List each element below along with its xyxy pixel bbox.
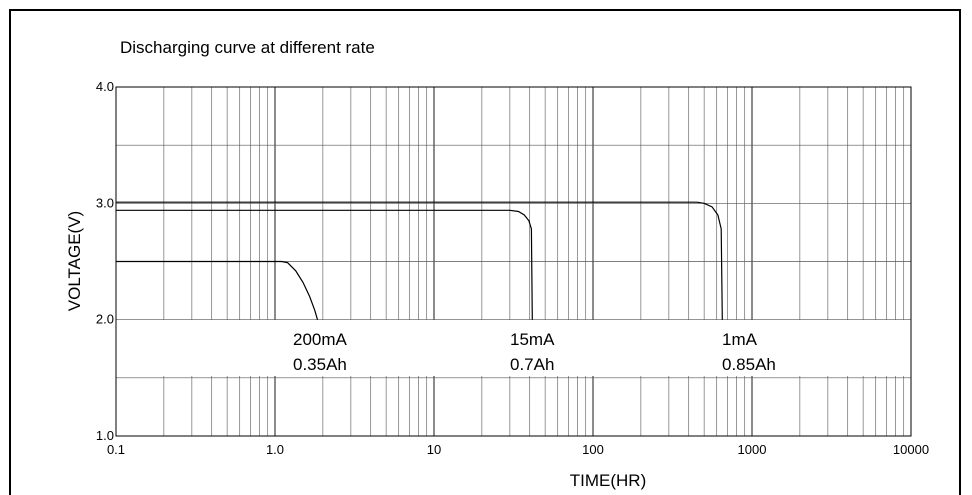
x-tick-label: 0.1 (107, 442, 125, 457)
x-tick-label: 10000 (893, 442, 929, 457)
y-axis-label: VOLTAGE(V) (65, 211, 84, 311)
x-tick-label: 100 (582, 442, 604, 457)
chart-frame (9, 9, 961, 495)
y-tick-label: 1.0 (96, 428, 114, 443)
x-tick-label: 10 (427, 442, 441, 457)
y-tick-label: 4.0 (96, 79, 114, 94)
series-capacity-label: 0.85Ah (722, 355, 776, 374)
series-line-200mA (116, 260, 319, 320)
series-line-1mA (116, 201, 723, 320)
series-lines (116, 201, 723, 320)
annotation-background (117, 320, 910, 376)
x-tick-label: 1000 (738, 442, 767, 457)
y-tick-label: 3.0 (96, 195, 114, 210)
series-line-15mA (116, 209, 533, 320)
x-axis-label: TIME(HR) (570, 471, 646, 490)
series-capacity-label: 0.35Ah (293, 355, 347, 374)
series-annotations: 200mA 0.35Ah 15mA 0.7Ah 1mA 0.85Ah (117, 320, 910, 376)
series-rate-label: 200mA (293, 330, 348, 349)
series-capacity-label: 0.7Ah (510, 355, 554, 374)
y-tick-label: 2.0 (96, 312, 114, 327)
chart-title: Discharging curve at different rate (120, 38, 375, 57)
series-rate-label: 1mA (722, 330, 758, 349)
x-tick-label: 1.0 (266, 442, 284, 457)
series-rate-label: 15mA (510, 330, 555, 349)
